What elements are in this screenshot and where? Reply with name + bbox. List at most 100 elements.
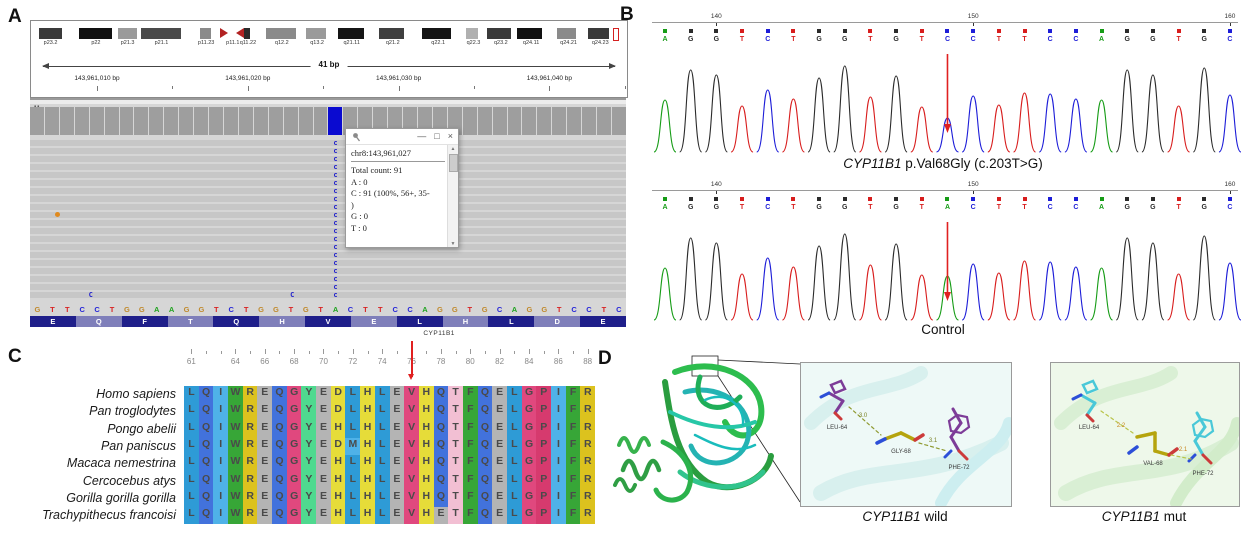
scrollbar-thumb[interactable]: [449, 154, 458, 172]
alignment-cell: T: [448, 489, 464, 508]
alignment-cell: L: [374, 420, 390, 438]
variant-arrow-icon: [408, 341, 415, 380]
scroll-down-icon[interactable]: ▼: [450, 241, 456, 247]
popup-titlebar: — □ ×: [346, 129, 458, 145]
sanger-ruler-tick: [1229, 23, 1231, 26]
ideogram-segment: [61, 28, 80, 39]
alignment-cell: Y: [301, 455, 317, 473]
base-call: C: [1073, 36, 1079, 43]
alignment-position-label: 64: [230, 357, 240, 366]
ideogram-band-label: q22.3: [466, 40, 481, 46]
alignment-cell: H: [360, 472, 375, 490]
alignment-cell: E: [257, 489, 273, 508]
base-call: G: [687, 204, 694, 211]
ideogram-band-label: q24.11: [522, 40, 540, 46]
alignment-cell: Q: [477, 437, 493, 456]
popup-scrollbar[interactable]: ▲ ▼: [447, 145, 458, 247]
base-quality-square: [740, 29, 745, 33]
ideogram-band-label: p11.23: [197, 40, 215, 46]
reference-base: A: [422, 305, 428, 314]
alignment-ruler-tick: [426, 351, 428, 354]
alignment-cell: E: [492, 437, 508, 456]
alignment-cell: L: [184, 472, 199, 490]
alignment-cell: I: [551, 386, 566, 404]
ideogram-band-q22.1: [422, 28, 452, 39]
variant-base-call: c: [333, 235, 338, 243]
alignment-cell: F: [565, 437, 581, 456]
alignment-cell: Y: [301, 420, 317, 438]
ideogram-band-label: q21.2: [385, 40, 400, 46]
alignment-ruler-tick: [440, 349, 442, 354]
alignment-cell: L: [184, 455, 199, 473]
alignment-cell: Q: [477, 489, 493, 508]
variant-base-call: c: [333, 139, 338, 147]
base-call: T: [739, 204, 745, 211]
alignment-cell: E: [316, 507, 331, 525]
close-button[interactable]: ×: [447, 131, 453, 141]
amino-acid-block: V: [305, 316, 351, 327]
alignment-cell: Q: [272, 420, 287, 438]
mut-distance-2: 2.1: [1179, 447, 1188, 453]
ideogram-band-q24.21: [557, 28, 577, 39]
reference-base: G: [451, 305, 458, 314]
alignment-ruler-tick: [470, 349, 472, 354]
alignment-cell: H: [418, 420, 434, 438]
ideogram-segment: [250, 28, 266, 39]
alignment-cell: R: [242, 437, 258, 456]
species-name: Pan paniscus: [100, 438, 176, 453]
coordinate-tick: [474, 86, 475, 89]
reference-base: C: [571, 305, 577, 314]
mut-leu-sticks: [1079, 379, 1099, 417]
popup-count-c-cont: ): [351, 199, 354, 210]
maximize-button[interactable]: □: [434, 131, 440, 141]
alignment-ruler-tick: [382, 349, 384, 354]
base-call: C: [970, 36, 976, 43]
sanger-ruler-tick: [716, 191, 718, 194]
alignment-ruler-tick: [484, 351, 486, 354]
read-row: c: [30, 203, 626, 211]
amino-acid-block: H: [442, 316, 489, 327]
popup-total-count: Total count: 91: [351, 165, 403, 175]
alignment-cell: L: [506, 420, 522, 438]
alignment-cell: E: [257, 386, 273, 404]
base-quality-square: [1073, 29, 1078, 33]
alignment-cell: R: [580, 386, 596, 404]
coverage-bar: [44, 107, 59, 135]
alignment-ruler-tick: [367, 351, 369, 354]
alignment-cell: Q: [198, 455, 214, 473]
wild-residue-label-gly: GLY-68: [891, 449, 911, 455]
mut-residue-label-leu: LEU-64: [1079, 425, 1100, 431]
alignment-position-label: 86: [553, 357, 563, 366]
reference-base: G: [198, 305, 205, 314]
alignment-cell: F: [462, 403, 478, 421]
alignment-cell: T: [448, 420, 464, 438]
pin-icon[interactable]: [351, 132, 361, 142]
alignment-cell: E: [492, 403, 508, 421]
read-row: c: [30, 219, 626, 227]
minimize-button[interactable]: —: [417, 131, 427, 141]
alignment-ruler-tick: [279, 351, 281, 354]
coverage-bar: [179, 107, 194, 135]
track-options-icon[interactable]: ▪▪: [34, 104, 41, 110]
chromosome-ideogram: [39, 28, 619, 41]
scroll-up-icon[interactable]: ▲: [450, 146, 456, 152]
coverage-bar: [477, 107, 492, 135]
alignment-cell: E: [316, 489, 331, 508]
alignment-ruler-tick: [587, 349, 589, 354]
coverage-bar: [313, 107, 328, 135]
reference-base: C: [79, 305, 85, 314]
base-quality-square: [688, 29, 693, 33]
alignment-cell: F: [462, 386, 478, 404]
ideogram-segment: [211, 28, 220, 39]
alignment-cell: L: [184, 403, 199, 421]
alignment-position-label: 84: [524, 357, 534, 366]
sanger-position-label: 160: [1224, 181, 1236, 188]
alignment-cell: E: [257, 455, 273, 473]
mut-val-sticks: [1135, 431, 1171, 457]
alignment-cell: H: [330, 489, 346, 508]
alignment-cell: E: [316, 455, 331, 473]
alignment-cell: Q: [477, 472, 493, 490]
base-call: G: [1201, 36, 1207, 43]
wild-phe-sticks: [947, 407, 971, 453]
